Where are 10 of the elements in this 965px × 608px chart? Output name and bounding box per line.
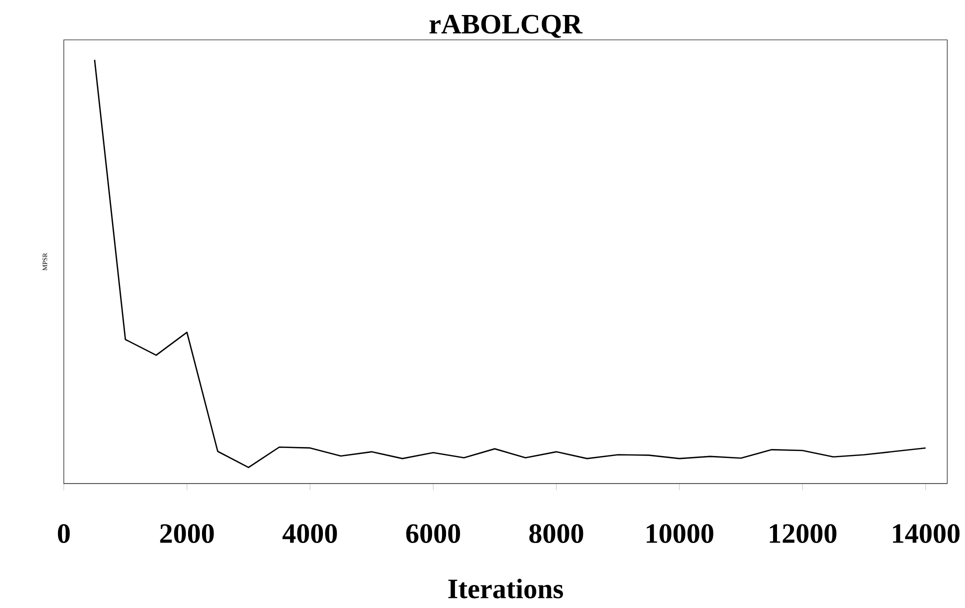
x-tick-label: 6000 — [406, 524, 460, 543]
x-axis-title: Iterations — [448, 578, 563, 598]
x-tick-label: 12000 — [770, 524, 836, 543]
x-tick-label: 14000 — [893, 524, 960, 543]
chart-title: rABOLCQR — [430, 14, 583, 38]
x-tick-label: 2000 — [160, 524, 214, 543]
x-tick-label: 4000 — [282, 524, 337, 543]
x-tick-label: 8000 — [529, 524, 584, 543]
x-tick-label: 0 — [58, 524, 70, 543]
x-tick-label: 10000 — [646, 524, 714, 543]
